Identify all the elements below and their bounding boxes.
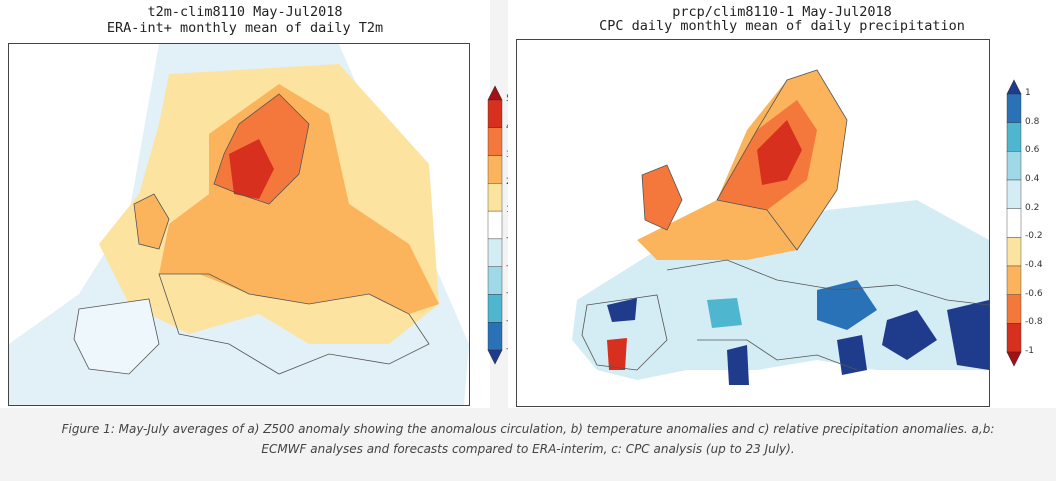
precipitation-map [516,39,990,407]
colorbar-segment [487,266,503,295]
colorbar-bottom-arrow [487,349,503,365]
colorbar-segment [1006,294,1022,324]
colorbar-segment [1006,265,1022,295]
temperature-panel: t2m-clim8110 May-Jul2018 ERA-int+ monthl… [0,0,515,408]
chart-subtitle: ERA-int+ monthly mean of daily T2m [106,20,384,36]
figure-caption: Figure 1: May-July averages of a) Z500 a… [0,419,1056,459]
colorbar-segment [1006,122,1022,152]
colorbar-tick-label: -0.4 [1025,260,1043,270]
colorbar-segment [487,99,503,128]
precipitation-panel: prcp/clim8110-1 May-Jul2018 CPC daily mo… [508,0,1056,408]
chart-subtitle: CPC daily monthly mean of daily precipit… [599,18,965,34]
temperature-map [8,43,470,406]
colorbar-tick-label: -1 [1025,346,1034,356]
colorbar-segment [1006,323,1022,353]
colorbar-segment [487,238,503,267]
colorbar-segment [1006,208,1022,238]
colorbar-tick-label: -0.8 [1025,317,1043,328]
colorbar-segment [1006,179,1022,209]
colorbar-tick-label: 1 [1025,88,1031,98]
colorbar-segment [487,155,503,184]
colorbar-segment [1006,151,1022,181]
colorbar-top-arrow [1006,79,1022,95]
colorbar-segment [1006,237,1022,267]
colorbar-tick-label: -0.2 [1025,231,1043,242]
colorbar-segment [487,127,503,156]
temperature-colorbar [487,85,503,365]
chart-title: prcp/clim8110-1 May-Jul2018 [672,4,892,20]
colorbar-bottom-arrow [1006,351,1022,367]
caption-line-2: ECMWF analyses and forecasts compared to… [261,442,795,456]
colorbar-tick-label: 0.2 [1025,202,1040,213]
colorbar-tick-label: 0.8 [1025,116,1040,127]
colorbar-segment [487,322,503,351]
colorbar-segment [487,294,503,323]
colorbar-segment [487,210,503,240]
colorbar-tick-label: 0.6 [1025,145,1040,156]
caption-line-1: Figure 1: May-July averages of a) Z500 a… [61,422,995,436]
colorbar-tick-label: -0.6 [1025,288,1043,299]
chart-title: t2m-clim8110 May-Jul2018 [147,4,343,20]
precipitation-colorbar [1006,79,1022,367]
colorbar-tick-label: 0.4 [1025,174,1040,184]
colorbar-top-arrow [487,85,503,101]
colorbar-segment [487,183,503,212]
colorbar-segment [1006,93,1022,123]
